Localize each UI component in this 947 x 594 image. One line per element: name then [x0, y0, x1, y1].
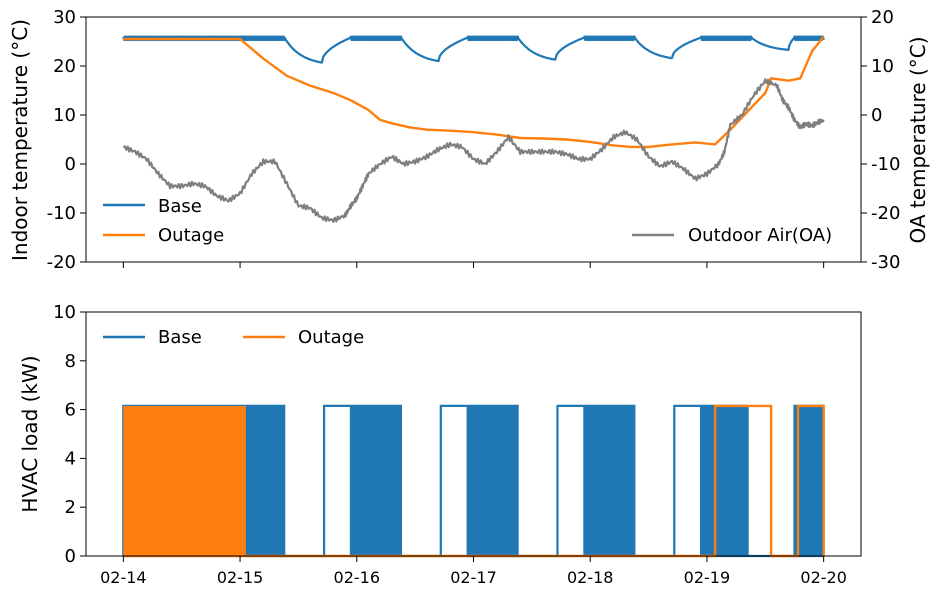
y-tick-label: 10	[53, 302, 76, 323]
top-legend-right: Outdoor Air(OA)	[632, 225, 832, 246]
outage-load-block	[123, 405, 246, 556]
bottom-left-axis-label: HVAC load (kW)	[18, 355, 42, 512]
y2-tick-label: -30	[871, 252, 900, 273]
x-tick-label: 02-17	[450, 568, 497, 587]
y-tick-label: 6	[65, 400, 76, 421]
x-tick-label: 02-18	[567, 568, 614, 587]
y2-tick-label: 0	[871, 105, 882, 126]
top-left-axis-label: Indoor temperature (°C)	[8, 19, 32, 261]
x-tick-label: 02-16	[334, 568, 381, 587]
legend-label-outage: Outage	[158, 225, 224, 246]
y2-tick-label: 10	[871, 56, 894, 77]
x-tick-label: 02-15	[217, 568, 264, 587]
bottom-left-axis: 0 2 4 6 8 10	[53, 302, 86, 567]
top-right-axis-label: OA temperature (°C)	[906, 36, 930, 243]
y-tick-label: 4	[65, 448, 76, 469]
y-tick-label: -20	[47, 252, 76, 273]
bottom-legend: Base Outage	[103, 327, 364, 348]
bottom-x-axis: 02-14 02-15 02-16 02-17 02-18 02-19 02-20	[100, 556, 847, 587]
x-tick-label: 02-20	[800, 568, 847, 587]
y2-tick-label: 20	[871, 7, 894, 28]
series-line-outage	[123, 35, 825, 149]
y-tick-label: 0	[65, 546, 76, 567]
top-legend-left: Base Outage	[103, 196, 224, 246]
y2-tick-label: -20	[871, 203, 900, 224]
legend-label-outage: Outage	[298, 327, 364, 348]
y-tick-label: 20	[53, 56, 76, 77]
y-tick-label: 8	[65, 351, 76, 372]
top-left-axis: -20 -10 0 10 20 30	[47, 7, 86, 273]
x-tick-label: 02-14	[100, 568, 147, 587]
legend-label-base: Base	[158, 196, 202, 217]
series-line-outdoor-air	[123, 78, 825, 223]
bottom-plot-area	[122, 404, 825, 558]
x-tick-label: 02-19	[684, 568, 731, 587]
y-tick-label: -10	[47, 203, 76, 224]
y-tick-label: 30	[53, 7, 76, 28]
top-plot-area	[122, 35, 825, 223]
legend-label-outdoor-air: Outdoor Air(OA)	[688, 225, 832, 246]
y2-tick-label: -10	[871, 154, 900, 175]
y-tick-label: 2	[65, 497, 76, 518]
y-tick-label: 10	[53, 105, 76, 126]
legend-label-base: Base	[158, 327, 202, 348]
top-right-axis: -30 -20 -10 0 10 20	[861, 7, 900, 273]
top-x-axis	[122, 262, 825, 268]
y-tick-label: 0	[65, 154, 76, 175]
top-panel: -20 -10 0 10 20 30 -30 -20 -10 0 10 20 Indoor temp…	[8, 7, 930, 273]
